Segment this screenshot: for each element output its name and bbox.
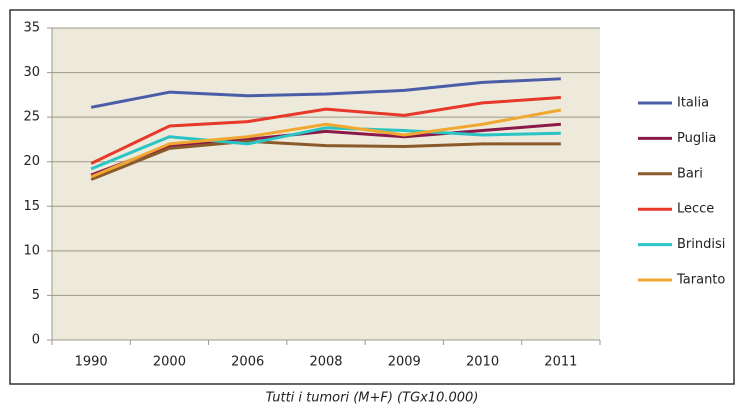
x-tick-label: 2006 (231, 355, 264, 370)
series-line (90, 96, 561, 165)
x-tick-label: 2010 (466, 355, 499, 370)
x-tick-label: 2009 (388, 355, 421, 370)
y-tick-label: 15 (23, 199, 40, 214)
x-tick-label: 1990 (75, 355, 108, 370)
legend-label: Puglia (677, 131, 716, 146)
x-tick-label: 2011 (544, 355, 577, 370)
x-tick-label: 2008 (309, 355, 342, 370)
y-tick-label: 20 (23, 154, 40, 169)
legend-label: Lecce (677, 202, 714, 217)
series-line (90, 77, 561, 109)
x-tick-label: 2000 (153, 355, 186, 370)
plot-area (52, 28, 600, 340)
legend-label: Taranto (676, 273, 725, 288)
caption: Tutti i tumori (M+F) (TGx10.000) (266, 391, 479, 406)
series-line (90, 126, 561, 171)
y-tick-label: 10 (23, 243, 40, 258)
series-line (90, 139, 561, 181)
series-line (90, 108, 562, 179)
legend-label: Bari (677, 166, 703, 181)
y-tick-label: 30 (23, 65, 40, 80)
y-tick-label: 25 (23, 110, 40, 125)
series-line (90, 122, 561, 177)
legend-label: Italia (677, 96, 709, 111)
y-tick-label: 0 (32, 333, 40, 348)
y-tick-label: 5 (32, 288, 40, 303)
y-tick-label: 35 (23, 21, 40, 36)
legend-label: Brindisi (677, 237, 725, 252)
